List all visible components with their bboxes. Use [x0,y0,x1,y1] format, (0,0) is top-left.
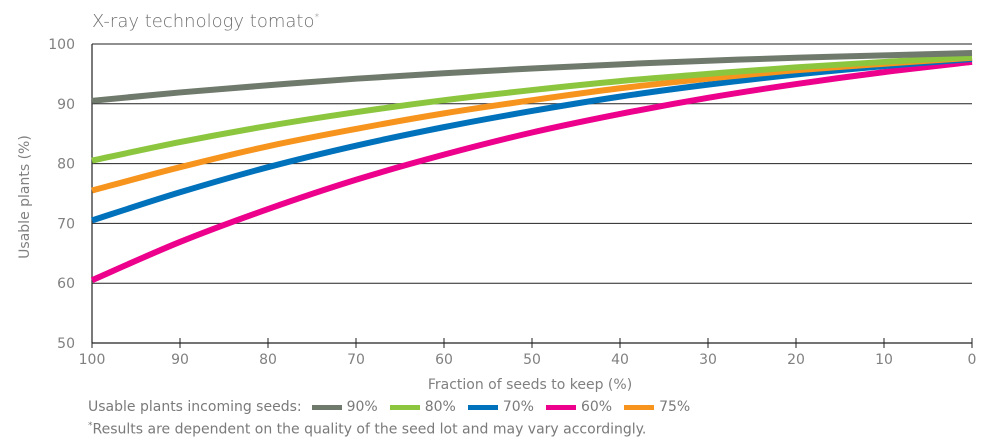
legend-swatch [389,404,420,410]
gridlines [92,43,972,284]
x-tick-label-50: 50 [523,352,541,368]
footnote-marker: * [88,421,93,431]
legend: Usable plants incoming seeds: 90% 80% 70% 6… [88,399,702,415]
y-tick-label-80: 80 [57,157,75,173]
x-tick-label-0: 0 [968,352,977,368]
legend-title: Usable plants incoming seeds: [88,399,302,415]
chart-title: X-ray technology tomato* [92,11,320,32]
legend-label: 70% [502,399,534,415]
series-line-70 [91,55,973,224]
legend-item-80: 80% [389,399,456,415]
series-line-90 [91,49,973,104]
series-lines [90,49,973,283]
y-tick-label-60: 60 [57,276,75,292]
x-tick-label-80: 80 [259,352,277,368]
x-tick-label-100: 100 [79,352,106,368]
x-tick-label-70: 70 [347,352,365,368]
x-tick-label-30: 30 [699,352,717,368]
y-tick-label-70: 70 [57,216,75,232]
x-tick-label-90: 90 [171,352,189,368]
legend-label: 80% [424,399,456,415]
axes [91,44,973,348]
legend-label: 60% [580,399,613,415]
footnote-text: Results are dependent on the quality of … [92,421,647,438]
legend-items: 90% 80% 70% 60% 75% [311,399,703,415]
y-tick-label-100: 100 [48,37,75,53]
series-line-80 [91,54,973,164]
series-line-60 [90,58,973,283]
legend-label: 75% [659,399,691,415]
x-tick-label-10: 10 [875,352,893,368]
x-tick-label-60: 60 [435,352,453,368]
legend-swatch [545,404,576,410]
x-tick-label-40: 40 [611,352,629,368]
legend-item-70: 70% [467,399,534,415]
legend-label: 90% [346,399,378,415]
chart-title-text: X-ray technology tomato [92,11,315,32]
footnote: *Results are dependent on the quality of… [88,421,646,438]
legend-swatch [624,404,655,410]
legend-swatch [467,404,498,410]
chart-title-marker: * [315,12,320,23]
legend-swatch [311,404,342,410]
legend-item-90: 90% [311,399,378,415]
y-tick-label-90: 90 [57,97,75,113]
x-axis-label: Fraction of seeds to keep (%) [428,377,632,393]
y-tick-label-50: 50 [57,336,75,352]
legend-item-60: 60% [545,399,613,415]
legend-item-75: 75% [624,399,690,415]
y-axis-label: Usable plants (%) [17,135,33,259]
chart: X-ray technology tomato* 506070809010010… [17,11,976,393]
x-tick-label-20: 20 [787,352,805,368]
